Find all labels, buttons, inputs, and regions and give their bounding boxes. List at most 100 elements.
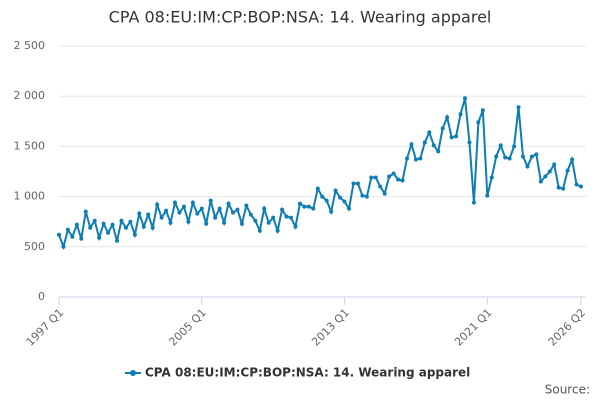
point	[74, 222, 79, 227]
point	[489, 175, 494, 180]
point	[92, 218, 97, 223]
x-tick-label: 2013 Q1	[309, 306, 352, 349]
point	[141, 224, 146, 229]
point	[529, 154, 534, 159]
point	[106, 230, 111, 235]
point	[342, 199, 347, 204]
point	[199, 206, 204, 211]
point	[556, 185, 561, 190]
point	[239, 221, 244, 226]
point	[123, 225, 128, 230]
y-tick-label: 2 000	[14, 89, 46, 102]
point	[347, 206, 351, 211]
point	[525, 164, 530, 169]
point	[445, 115, 450, 120]
point	[467, 140, 472, 145]
point	[83, 209, 88, 214]
point	[150, 225, 155, 230]
point	[565, 168, 570, 173]
point	[146, 212, 151, 217]
point	[275, 228, 280, 233]
point	[222, 220, 227, 225]
point	[561, 186, 566, 191]
point	[293, 224, 298, 229]
point	[409, 142, 414, 147]
point	[507, 156, 512, 161]
point	[248, 212, 253, 217]
point	[413, 157, 418, 162]
point	[324, 198, 329, 203]
point	[257, 228, 262, 233]
y-tick-label: 1 500	[14, 139, 46, 152]
point	[101, 221, 106, 226]
point	[284, 214, 289, 219]
point	[579, 184, 583, 189]
point	[485, 193, 490, 198]
point	[387, 174, 392, 179]
point	[538, 179, 543, 184]
point	[454, 134, 459, 139]
point	[159, 215, 164, 220]
point	[65, 227, 70, 232]
point	[391, 171, 396, 176]
point	[177, 210, 182, 215]
point	[570, 157, 575, 162]
point	[512, 144, 517, 149]
point	[422, 140, 427, 145]
point	[155, 202, 160, 207]
point	[137, 211, 142, 216]
point	[476, 120, 481, 125]
point	[574, 182, 579, 187]
point	[79, 236, 84, 241]
point	[396, 177, 401, 182]
point	[534, 152, 539, 157]
point	[306, 204, 311, 209]
point	[262, 206, 267, 211]
x-tick-label: 2026 Q2	[546, 306, 589, 349]
chart-title: CPA 08:EU:IM:CP:BOP:NSA: 14. Wearing app…	[109, 8, 492, 27]
point	[449, 135, 454, 140]
point	[70, 234, 75, 239]
y-tick-label: 1 000	[14, 190, 46, 203]
point	[355, 181, 360, 186]
point	[226, 201, 231, 206]
point	[302, 204, 307, 209]
point	[494, 154, 499, 159]
point	[61, 244, 66, 249]
point	[110, 222, 115, 227]
point	[458, 112, 463, 117]
point	[329, 209, 334, 214]
source: Source:	[545, 383, 590, 397]
point	[369, 175, 374, 180]
point	[431, 143, 436, 148]
point	[97, 235, 102, 240]
point	[521, 154, 525, 159]
point	[360, 193, 365, 198]
point	[351, 181, 356, 186]
x-tick-label: 2005 Q1	[166, 306, 209, 349]
point	[204, 221, 209, 226]
x-tick-label: 1997 Q1	[24, 306, 67, 349]
point	[400, 178, 405, 183]
point	[128, 219, 133, 224]
legend-label: CPA 08:EU:IM:CP:BOP:NSA: 14. Wearing app…	[145, 366, 470, 380]
point	[405, 156, 409, 161]
point	[208, 198, 213, 203]
point	[373, 175, 378, 180]
point	[244, 203, 249, 208]
legend-marker	[130, 370, 136, 376]
point	[181, 204, 186, 209]
y-tick-label: 2 500	[14, 39, 46, 52]
point	[231, 210, 235, 215]
point	[190, 200, 195, 205]
y-tick-label: 500	[24, 240, 45, 253]
point	[235, 207, 240, 212]
point	[543, 174, 548, 179]
point	[115, 238, 119, 243]
point	[186, 219, 191, 224]
point	[119, 218, 124, 223]
point	[516, 105, 521, 110]
point	[436, 149, 441, 154]
point	[168, 220, 173, 225]
